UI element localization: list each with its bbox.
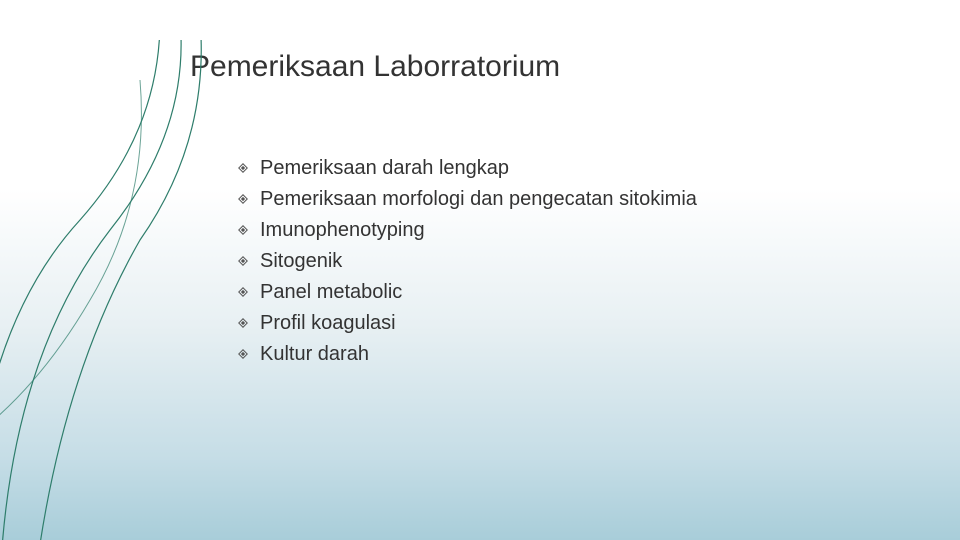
- list-item-text: Imunophenotyping: [260, 216, 425, 245]
- diamond-icon: [238, 225, 260, 237]
- diamond-icon: [238, 163, 260, 175]
- list-item-text: Sitogenik: [260, 247, 342, 276]
- diamond-icon: [238, 349, 260, 361]
- list-item: Sitogenik: [238, 247, 920, 276]
- list-item-text: Pemeriksaan morfologi dan pengecatan sit…: [260, 185, 697, 214]
- diamond-icon: [238, 287, 260, 299]
- list-item-text: Kultur darah: [260, 340, 369, 369]
- list-item: Imunophenotyping: [238, 216, 920, 245]
- list-item: Profil koagulasi: [238, 309, 920, 338]
- list-item: Pemeriksaan darah lengkap: [238, 154, 920, 183]
- diamond-icon: [238, 194, 260, 206]
- slide-title: Pemeriksaan Laborratorium: [190, 50, 920, 84]
- diamond-icon: [238, 256, 260, 268]
- list-item-text: Panel metabolic: [260, 278, 402, 307]
- list-item: Kultur darah: [238, 340, 920, 369]
- slide-container: Pemeriksaan Laborratorium Pemeriksaan da…: [0, 0, 960, 540]
- list-item: Panel metabolic: [238, 278, 920, 307]
- list-item-text: Profil koagulasi: [260, 309, 396, 338]
- diamond-icon: [238, 318, 260, 330]
- bullet-list: Pemeriksaan darah lengkap Pemeriksaan mo…: [190, 154, 920, 369]
- list-item-text: Pemeriksaan darah lengkap: [260, 154, 509, 183]
- list-item: Pemeriksaan morfologi dan pengecatan sit…: [238, 185, 920, 214]
